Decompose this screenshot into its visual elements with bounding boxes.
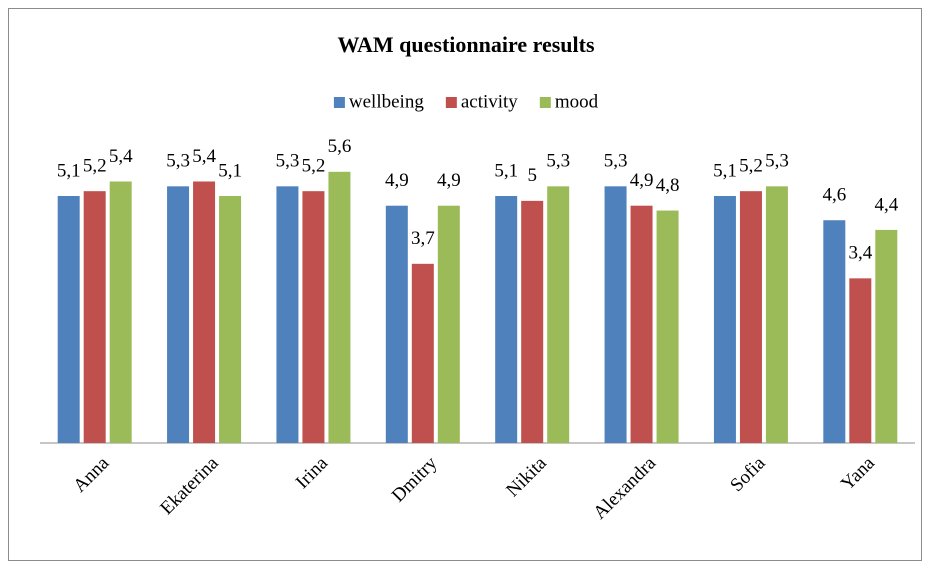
data-label: 5,4 <box>192 146 216 167</box>
data-label: 5,1 <box>494 160 518 181</box>
data-label: 4,9 <box>437 170 461 191</box>
data-label: 4,9 <box>630 170 654 191</box>
bar <box>765 186 788 444</box>
legend-label: mood <box>555 91 599 112</box>
bar <box>547 186 570 444</box>
bar <box>411 263 434 443</box>
data-label: 4,9 <box>385 170 409 191</box>
bar <box>437 205 460 443</box>
bar <box>167 186 190 444</box>
bar <box>739 191 762 443</box>
bar <box>219 196 242 443</box>
data-label: 5,1 <box>713 160 737 181</box>
data-label: 5,3 <box>765 151 789 172</box>
bar <box>604 186 627 444</box>
bar <box>630 205 653 443</box>
bar <box>83 191 106 443</box>
data-label: 5,3 <box>546 151 570 172</box>
legend-swatch <box>539 97 551 108</box>
data-label: 5,1 <box>218 160 242 181</box>
legend-label: activity <box>461 91 518 112</box>
data-label: 5,2 <box>302 156 326 177</box>
bar <box>656 210 679 443</box>
chart-title: WAM questionnaire results <box>337 32 595 57</box>
bar <box>521 200 544 443</box>
data-label: 3,7 <box>411 228 435 249</box>
data-label: 5 <box>527 165 537 186</box>
data-label: 3,4 <box>848 243 872 264</box>
bar <box>328 171 351 444</box>
legend-swatch <box>445 97 457 108</box>
data-label: 5,3 <box>604 151 628 172</box>
legend-label: wellbeing <box>349 91 424 112</box>
bar <box>849 278 872 443</box>
legend-swatch <box>333 97 345 108</box>
bar <box>875 229 898 443</box>
data-label: 5,1 <box>57 160 81 181</box>
data-label: 5,3 <box>276 151 300 172</box>
data-label: 5,4 <box>109 146 133 167</box>
bar <box>495 196 518 443</box>
bar <box>302 191 325 443</box>
data-label: 5,2 <box>83 156 107 177</box>
bar <box>385 205 408 443</box>
data-label: 5,3 <box>166 151 190 172</box>
data-label: 5,6 <box>328 136 352 157</box>
bar <box>823 220 846 443</box>
bar <box>713 196 736 443</box>
bar <box>276 186 299 444</box>
bar <box>109 181 132 443</box>
data-label: 4,8 <box>656 175 680 196</box>
bar <box>193 181 216 443</box>
data-label: 4,6 <box>822 185 846 206</box>
data-label: 4,4 <box>874 194 898 215</box>
bar <box>57 196 80 443</box>
data-label: 5,2 <box>739 156 763 177</box>
